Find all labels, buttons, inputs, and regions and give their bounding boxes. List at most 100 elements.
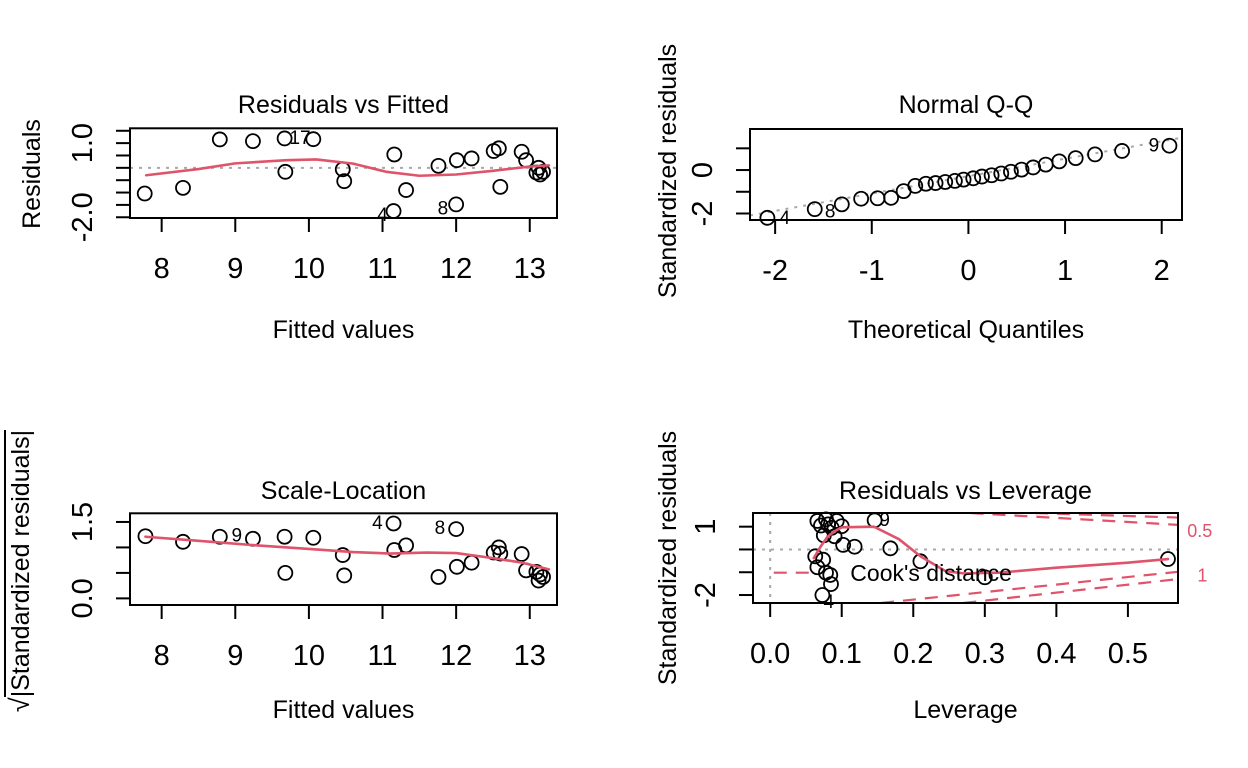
x-axis-label-leverage: Leverage (913, 696, 1018, 724)
data-point (955, 171, 972, 188)
plot-box (752, 512, 1179, 604)
x-axis-label-theoretical-quantiles: Theoretical Quantiles (847, 316, 1085, 344)
x-tick-label: -1 (859, 255, 885, 287)
panel-normal-qq: 4 8 9 -2 -1 0 1 2 0 -2 (687, 128, 1183, 287)
x-tick-label: 12 (440, 253, 472, 285)
panel-residuals-vs-fitted: 17 4 8 8 9 10 11 12 13 1.0 -2.0 (67, 123, 558, 285)
observation-label: 8 (435, 518, 446, 539)
data-point (448, 152, 465, 169)
x-tick-label: 12 (440, 640, 472, 672)
x-tick-label: 11 (367, 640, 397, 672)
smoother-line (144, 158, 551, 178)
data-point (336, 173, 353, 190)
x-tick-label: 13 (514, 253, 546, 285)
panel-scale-location: 9 4 8 8 9 10 11 12 13 1.5 0.0 (67, 502, 558, 672)
y-axis-label-standardized-residuals-top: Standardized residuals (654, 43, 682, 299)
data-point (869, 190, 886, 207)
data-point (1087, 146, 1103, 163)
data-point (513, 546, 530, 562)
panel-title-residuals-vs-fitted: Residuals vs Fitted (237, 91, 450, 119)
y-tick-label: 1.0 (67, 123, 99, 163)
panel-title-residuals-vs-leverage: Residuals vs Leverage (839, 477, 1092, 505)
y-tick-label: -2 (687, 201, 719, 227)
x-tick-label: 9 (227, 253, 243, 285)
data-point (430, 157, 447, 174)
data-point (448, 521, 465, 537)
cooks-distance-contour (880, 570, 1179, 605)
data-point (305, 529, 322, 546)
data-point (535, 569, 551, 585)
data-point (1037, 156, 1054, 173)
observation-label: 8 (825, 201, 836, 222)
data-point (277, 565, 294, 581)
x-tick-label: 10 (293, 253, 325, 285)
annotation-text: 0.5 (1187, 521, 1212, 541)
data-point (532, 166, 548, 183)
data-point (490, 140, 507, 157)
data-point (175, 533, 191, 550)
y-tick-label: -2.0 (67, 192, 99, 242)
data-point (809, 559, 826, 576)
x-tick-label: 1 (1057, 255, 1073, 287)
data-point (513, 143, 530, 160)
radical-sign: √ (5, 697, 35, 713)
data-point (398, 537, 414, 554)
data-point (430, 569, 447, 585)
data-point (398, 182, 414, 198)
data-point (492, 178, 509, 195)
data-point (907, 178, 924, 194)
x-tick-label: 0.0 (750, 638, 790, 670)
data-point (1013, 161, 1030, 178)
data-point (385, 515, 402, 532)
data-point (463, 554, 480, 571)
data-point (822, 567, 839, 583)
observation-label: 9 (879, 510, 890, 531)
reference-line (749, 136, 1183, 217)
y-tick-label: 1.5 (67, 502, 99, 542)
observation-label: 4 (780, 208, 791, 229)
y-tick-label: 1 (690, 519, 722, 535)
x-tick-label: 11 (367, 253, 397, 285)
data-point (518, 152, 534, 169)
data-point (823, 576, 839, 592)
annotation-text: Cook's distance (850, 560, 1012, 586)
data-point (927, 175, 944, 191)
panel-title-normal-qq: Normal Q-Q (898, 91, 1034, 119)
data-point (976, 569, 993, 586)
data-point (1114, 143, 1130, 159)
x-tick-label: 0.3 (965, 638, 1005, 670)
data-point (759, 209, 776, 226)
observation-label: 4 (372, 513, 383, 534)
data-point (1003, 163, 1019, 180)
data-point (937, 174, 954, 190)
data-point (1067, 150, 1084, 167)
plot-box (129, 127, 558, 219)
cooks-distance-contour (970, 511, 1179, 526)
x-tick-label: 10 (293, 640, 325, 672)
x-axis-label-fitted-values-top: Fitted values (272, 316, 415, 344)
data-point (983, 167, 1000, 184)
data-point (853, 190, 870, 207)
data-point (175, 179, 191, 196)
data-point (277, 163, 294, 180)
smoother-line (144, 535, 551, 571)
data-point (136, 185, 153, 202)
x-tick-label: 0.5 (1108, 638, 1148, 670)
x-tick-label: 0 (960, 255, 976, 287)
data-point (835, 536, 852, 553)
data-point (245, 133, 261, 150)
y-axis-label-residuals: Residuals (18, 119, 46, 229)
x-tick-label: 2 (1154, 255, 1170, 287)
data-point (386, 146, 403, 163)
data-point (946, 173, 963, 189)
annotation-text: 1 (1197, 565, 1207, 585)
x-tick-label: -2 (762, 255, 788, 287)
observation-label: 4 (377, 205, 388, 226)
overlined-label-text: |Standardized residuals| (4, 429, 35, 698)
data-point (448, 558, 465, 575)
y-tick-label: -2 (690, 582, 722, 608)
data-point (334, 547, 351, 563)
data-point (833, 196, 850, 213)
